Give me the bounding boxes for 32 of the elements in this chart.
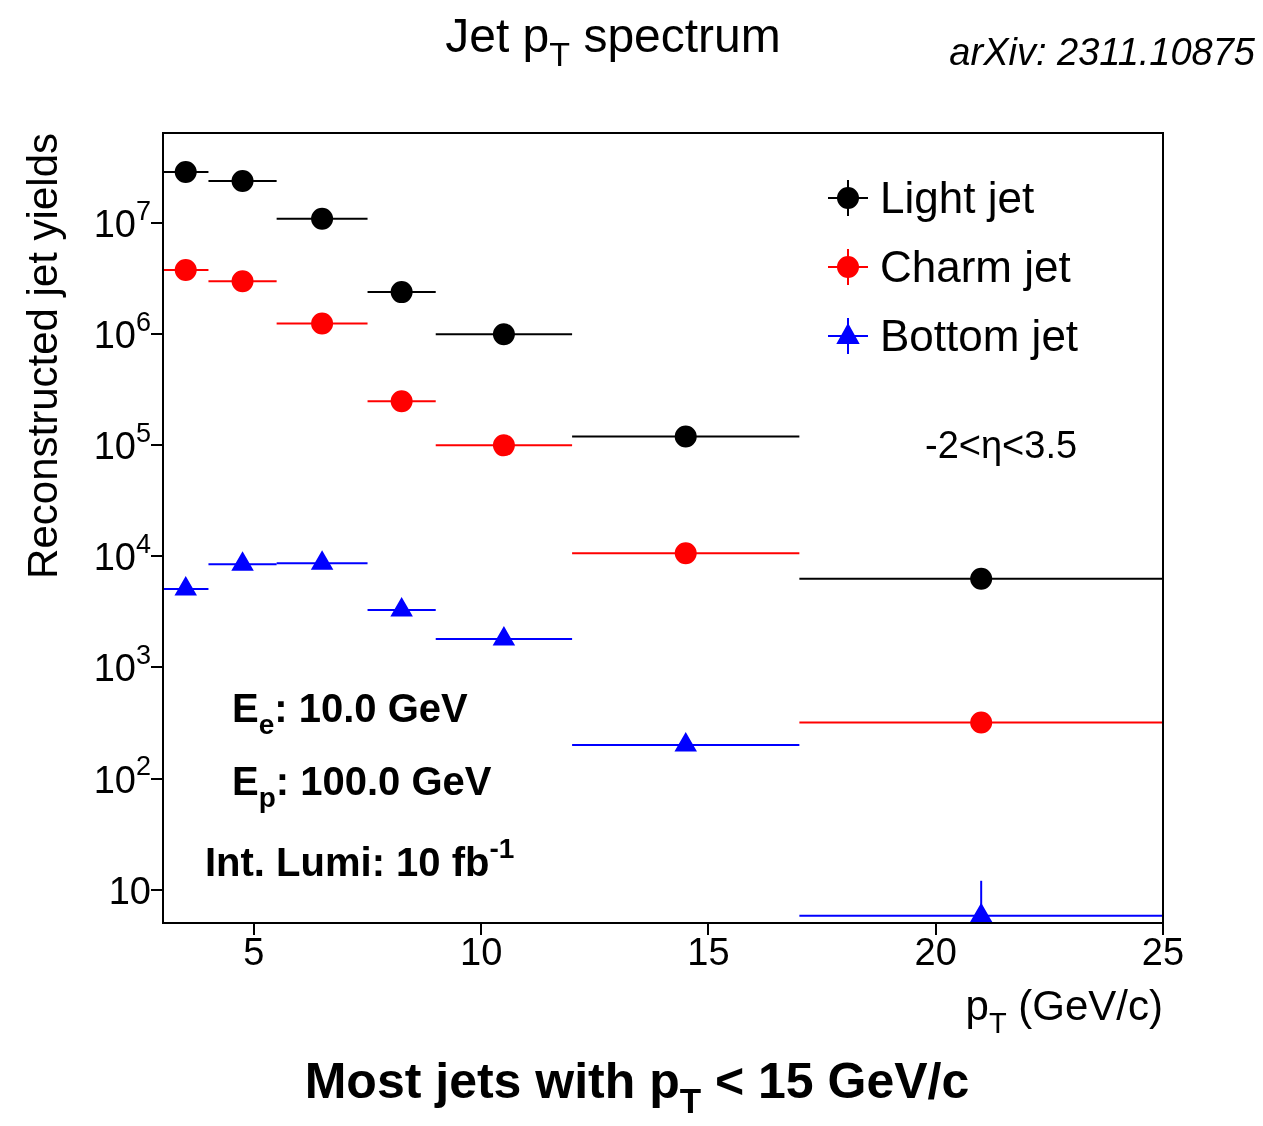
point	[232, 552, 254, 571]
point	[970, 567, 993, 590]
y-axis-title: Reconstructed jet yields	[19, 132, 66, 579]
legend-label: Charm jet	[880, 242, 1071, 291]
text: arXiv: 2311.10875	[949, 31, 1256, 73]
point	[231, 270, 254, 293]
point	[231, 170, 254, 193]
point	[174, 258, 197, 281]
legend-label: Light jet	[880, 173, 1035, 222]
point	[492, 323, 515, 346]
point	[311, 312, 334, 335]
point	[970, 903, 992, 923]
point	[390, 390, 413, 413]
annotation: -2<η<3.5	[925, 424, 1078, 466]
point	[311, 207, 334, 230]
point	[311, 551, 333, 570]
point	[674, 425, 697, 448]
point	[175, 576, 197, 596]
x-tick-label: 25	[1141, 931, 1185, 973]
point	[390, 281, 413, 304]
legend-label: Bottom jet	[880, 311, 1079, 360]
point	[391, 597, 413, 617]
x-tick-label: 5	[243, 931, 265, 973]
point	[174, 160, 197, 183]
x-tick-label: 10	[460, 931, 503, 973]
y-tick-label: 10	[108, 869, 152, 912]
x-tick-label: 20	[914, 931, 957, 973]
x-tick-label: 15	[687, 931, 730, 973]
point	[493, 627, 515, 646]
point	[675, 733, 697, 752]
point	[492, 434, 515, 457]
point	[674, 542, 697, 565]
